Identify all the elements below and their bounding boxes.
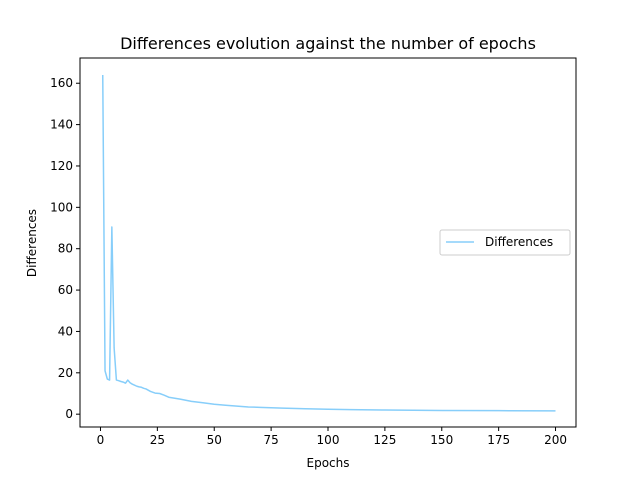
x-tick-label: 25: [150, 433, 165, 447]
y-tick-label: 20: [58, 366, 73, 380]
y-tick-label: 80: [58, 242, 73, 256]
x-tick-label: 50: [207, 433, 222, 447]
x-tick-label: 125: [373, 433, 396, 447]
series-line-differences: [102, 74, 556, 412]
y-tick-label: 60: [58, 283, 73, 297]
x-tick-label: 175: [487, 433, 510, 447]
y-tick-label: 0: [65, 407, 73, 421]
chart-title: Differences evolution against the number…: [120, 34, 536, 53]
y-tick-label: 160: [50, 76, 73, 90]
y-axis-label: Differences: [25, 209, 39, 277]
legend-label-differences: Differences: [485, 235, 553, 249]
x-tick-label: 75: [263, 433, 278, 447]
y-axis: 0 20 40 60 80 100 120 140 160: [50, 76, 80, 421]
x-axis-label: Epochs: [307, 456, 350, 470]
y-tick-label: 140: [50, 118, 73, 132]
x-tick-label: 150: [430, 433, 453, 447]
x-tick-label: 200: [544, 433, 567, 447]
legend: Differences: [439, 229, 571, 256]
y-tick-label: 120: [50, 159, 73, 173]
legend-box: [439, 229, 571, 256]
y-tick-label: 40: [58, 324, 73, 338]
y-tick-label: 100: [50, 200, 73, 214]
x-axis: 0 25 50 75 100 125 150 175 200: [97, 427, 567, 447]
x-tick-label: 0: [97, 433, 105, 447]
x-tick-label: 100: [317, 433, 340, 447]
